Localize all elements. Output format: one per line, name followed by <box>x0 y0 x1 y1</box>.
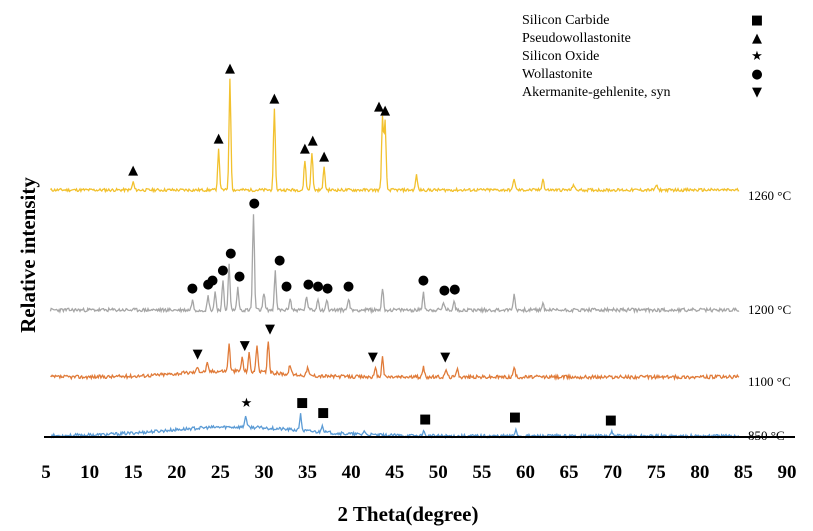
phase-marker-ag: ▼ <box>368 350 378 365</box>
x-axis-title: 2 Theta(degree) <box>338 502 479 526</box>
phase-marker-w: ● <box>439 283 450 298</box>
phase-marker-pw: ▲ <box>269 91 279 106</box>
phase-marker-ag: ▼ <box>265 322 275 337</box>
phase-marker-w: ● <box>418 273 429 288</box>
legend-label: Wollastonite <box>522 67 592 82</box>
legend-symbol: ● <box>751 67 762 82</box>
y-axis-title: Relative intensity <box>16 177 40 333</box>
phase-marker-pw: ▲ <box>319 149 329 164</box>
x-tick-label: 90 <box>778 462 797 483</box>
x-tick-label: 15 <box>124 462 143 483</box>
phase-marker-w: ● <box>343 279 354 294</box>
x-tick-label: 25 <box>211 462 230 483</box>
legend-label: Pseudowollastonite <box>522 31 631 46</box>
legend-symbol: ▲ <box>752 31 762 46</box>
series-line <box>50 341 740 381</box>
phase-marker-pw: ▲ <box>308 133 318 148</box>
x-tick-labels: 5 10 15 20 25 30 35 40 45 50 55 60 65 70 75 80 85 90 <box>41 462 796 483</box>
phase-marker-w: ● <box>449 282 460 297</box>
x-tick-label: 20 <box>167 462 186 483</box>
series-label: 1100 °C <box>748 374 791 389</box>
x-tick-label: 70 <box>603 462 622 483</box>
x-tick-label: 5 <box>41 462 51 483</box>
phase-marker-w: ● <box>281 279 292 294</box>
phase-marker-w: ● <box>274 253 285 268</box>
phase-marker-pw: ▲ <box>214 131 224 146</box>
x-tick-label: 55 <box>472 462 491 483</box>
series-label: 1200 °C <box>748 302 791 317</box>
phase-marker-ag: ▼ <box>440 350 450 365</box>
series-line <box>49 413 740 440</box>
series-line <box>49 214 740 315</box>
phase-marker-sic: ■ <box>605 413 617 428</box>
series-label: 1260 °C <box>748 188 791 203</box>
x-tick-label: 50 <box>429 462 448 483</box>
x-tick-label: 45 <box>385 462 404 483</box>
phase-marker-w: ● <box>249 196 260 211</box>
legend-label: Silicon Carbide <box>522 13 610 28</box>
phase-marker-w: ● <box>312 279 323 294</box>
phase-marker-pw: ▲ <box>380 103 390 118</box>
phase-marker-sic: ■ <box>317 405 329 420</box>
legend-symbol: ■ <box>751 13 763 28</box>
phase-marker-w: ● <box>207 273 218 288</box>
series-label: 850 °C <box>748 428 785 443</box>
legend: Silicon Carbide ■ Pseudowollastonite ▲ Silic… <box>522 13 763 100</box>
series-line <box>49 78 740 194</box>
x-tick-label: 80 <box>690 462 709 483</box>
x-tick-label: 75 <box>647 462 666 483</box>
phase-marker-sic: ■ <box>509 410 521 425</box>
phase-marker-w: ● <box>217 263 228 278</box>
phase-marker-pw: ▲ <box>128 163 138 178</box>
x-tick-label: 65 <box>560 462 579 483</box>
phase-marker-ag: ▼ <box>193 347 203 362</box>
phase-marker-w: ● <box>202 277 213 292</box>
plot-area: 1260 °C▲▲▲▲▲▲▲▲▲1200 °C● ●●●●●●●● ●●● ● ●● ●1… <box>49 61 791 443</box>
phase-marker-sic: ■ <box>419 412 431 427</box>
phase-marker-sic: ■ <box>296 396 308 411</box>
phase-marker-pw: ▲ <box>225 61 235 76</box>
phase-marker-w: ● <box>322 281 333 296</box>
x-tick-label: 10 <box>80 462 99 483</box>
phase-marker-pw: ▲ <box>374 99 384 114</box>
x-tick-label: 40 <box>342 462 361 483</box>
legend-symbol: ★ <box>751 49 763 64</box>
legend-label: Silicon Oxide <box>522 49 599 64</box>
phase-marker-pw: ▲ <box>300 141 310 156</box>
legend-label: Akermanite-gehlenite, syn <box>522 85 671 100</box>
x-tick-label: 30 <box>254 462 273 483</box>
x-tick-label: 85 <box>734 462 753 483</box>
phase-marker-ag: ▼ <box>240 338 250 353</box>
phase-marker-w: ● <box>187 281 198 296</box>
phase-marker-w: ● <box>225 246 236 261</box>
phase-marker-sio2: ★ <box>241 396 253 411</box>
x-tick-label: 60 <box>516 462 535 483</box>
phase-marker-w: ● <box>303 277 314 292</box>
phase-marker-w: ● <box>234 269 245 284</box>
x-tick-label: 35 <box>298 462 317 483</box>
legend-symbol: ▼ <box>752 85 762 100</box>
